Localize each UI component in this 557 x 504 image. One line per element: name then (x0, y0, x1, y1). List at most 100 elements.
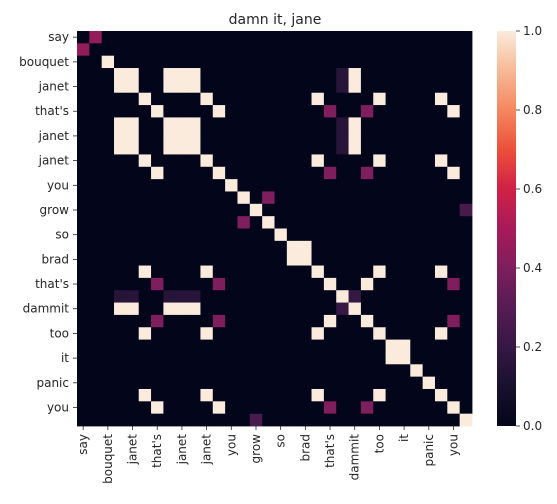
y-tick-label: janet (38, 154, 70, 168)
heatmap-cell (101, 43, 115, 57)
heatmap-cell (447, 265, 461, 279)
heatmap-cell (200, 80, 214, 94)
heatmap-cell (373, 253, 386, 266)
heatmap-cell (274, 339, 288, 353)
heatmap-cell (459, 228, 473, 242)
heatmap-cell (459, 117, 473, 131)
heatmap-cell (422, 265, 436, 279)
heatmap-cell (175, 166, 189, 180)
heatmap-cell (126, 364, 140, 378)
heatmap-cell (323, 265, 337, 279)
heatmap-cell (323, 80, 337, 94)
heatmap-cell (360, 364, 374, 378)
heatmap-cell (249, 191, 263, 205)
heatmap-cell (237, 253, 251, 266)
heatmap-cell (175, 43, 189, 57)
heatmap-cell (188, 55, 201, 69)
heatmap-cell (336, 142, 349, 155)
heatmap-cell (422, 68, 436, 81)
heatmap-cell (77, 228, 90, 242)
heatmap-cell (385, 191, 399, 205)
heatmap-cell (348, 92, 362, 106)
heatmap-cell (447, 216, 461, 229)
heatmap-cell (101, 191, 115, 205)
heatmap-cell (385, 388, 399, 402)
heatmap-cell (262, 154, 275, 168)
x-tick-label: grow (249, 434, 263, 464)
heatmap-cell (336, 55, 349, 69)
heatmap-cell (385, 277, 399, 291)
heatmap-cell (163, 129, 177, 143)
heatmap-cell (101, 240, 115, 254)
heatmap-cell (212, 31, 226, 44)
heatmap-cell (138, 80, 152, 94)
heatmap-cell (360, 105, 374, 118)
heatmap-cell (249, 376, 263, 390)
heatmap-cell (385, 265, 399, 279)
heatmap-cell (373, 314, 386, 328)
heatmap-cell (200, 117, 214, 131)
heatmap-cell (138, 351, 152, 365)
heatmap-cell (397, 105, 411, 118)
heatmap-cell (360, 191, 374, 205)
heatmap-cell (348, 117, 362, 131)
heatmap-cell (286, 339, 300, 353)
heatmap-cell (126, 55, 140, 69)
heatmap-cell (200, 228, 214, 242)
y-tick-label: grow (40, 203, 70, 217)
heatmap-cell (200, 364, 214, 378)
heatmap-cell (101, 142, 115, 155)
heatmap-cell (422, 55, 436, 69)
heatmap-cell (323, 302, 337, 316)
heatmap-cell (212, 117, 226, 131)
heatmap-cell (77, 388, 90, 402)
heatmap-cell (336, 413, 349, 427)
heatmap-cell (163, 216, 177, 229)
heatmap-cell (348, 351, 362, 365)
heatmap-cell (311, 43, 325, 57)
heatmap-cell (286, 117, 300, 131)
heatmap-cell (212, 179, 226, 192)
heatmap-cell (89, 142, 103, 155)
heatmap-cell (175, 240, 189, 254)
heatmap-cell (200, 327, 214, 340)
heatmap-cell (447, 43, 461, 57)
heatmap-cell (163, 413, 177, 427)
heatmap-cell (373, 240, 386, 254)
heatmap-cell (77, 327, 90, 340)
heatmap-cell (410, 413, 424, 427)
heatmap-cell (434, 228, 448, 242)
y-tick-label: janet (38, 129, 70, 143)
heatmap-cell (373, 339, 386, 353)
heatmap-cell (410, 401, 424, 415)
heatmap-cell (101, 92, 115, 106)
heatmap-cell (360, 179, 374, 192)
heatmap-cell (89, 43, 103, 57)
heatmap-cell (262, 314, 275, 328)
heatmap-cell (373, 290, 386, 303)
heatmap-cell (348, 142, 362, 155)
heatmap-cell (200, 31, 214, 44)
heatmap-cell (311, 253, 325, 266)
heatmap-cell (126, 228, 140, 242)
heatmap-cell (422, 117, 436, 131)
heatmap-cell (225, 228, 238, 242)
heatmap-cell (114, 142, 127, 155)
heatmap-cell (286, 364, 300, 378)
heatmap-cell (225, 265, 238, 279)
heatmap-cell (138, 191, 152, 205)
heatmap-cell (237, 179, 251, 192)
heatmap-cell (360, 327, 374, 340)
heatmap-cell (459, 55, 473, 69)
heatmap-cell (175, 376, 189, 390)
heatmap-cell (126, 351, 140, 365)
heatmap-cell (188, 265, 201, 279)
heatmap-cell (200, 105, 214, 118)
heatmap-cell (385, 92, 399, 106)
heatmap-cell (385, 228, 399, 242)
heatmap-cell (175, 253, 189, 266)
heatmap-cell (397, 43, 411, 57)
heatmap-cell (385, 327, 399, 340)
heatmap-cell (447, 339, 461, 353)
